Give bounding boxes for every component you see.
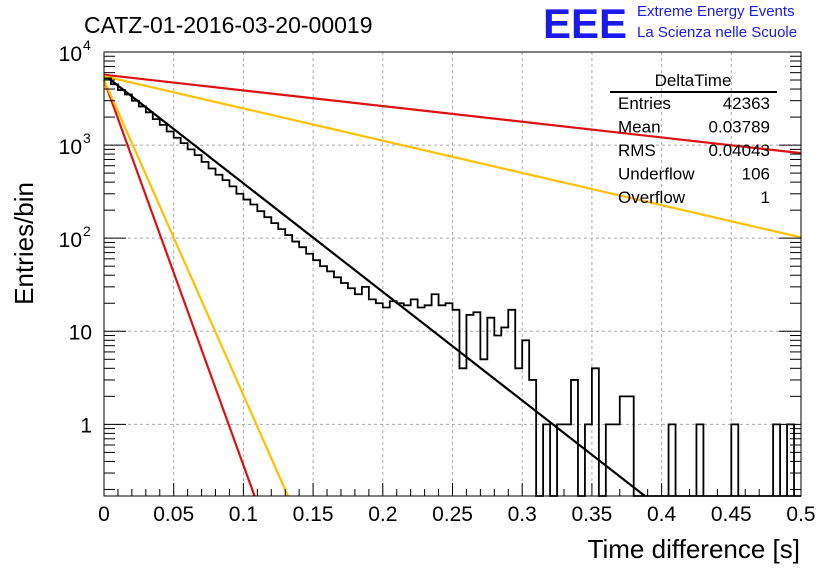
fit-line-5	[102, 79, 290, 497]
stats-box-title: DeltaTime	[655, 71, 732, 90]
y-tick-label: 10	[69, 321, 92, 344]
histogram-bin-spike	[772, 423, 781, 496]
stats-row-value: 42363	[723, 94, 770, 113]
x-tick-label: 0	[98, 503, 110, 526]
y-tick-label: 10	[59, 43, 82, 66]
x-tick-label: 0.35	[571, 503, 612, 526]
y-tick-label: 10	[59, 229, 82, 252]
x-tick-label: 0.15	[293, 503, 334, 526]
eee-logo: EEE Extreme Energy Events La Scienza nel…	[543, 0, 797, 47]
x-tick-label: 0.5	[786, 503, 815, 526]
x-tick-label: 0.2	[368, 503, 397, 526]
histogram-outline	[104, 77, 801, 497]
stats-row-value: 0.03789	[709, 118, 770, 137]
stats-row-label: Mean	[618, 118, 661, 137]
fit-line-2	[103, 73, 802, 155]
stats-row-label: Underflow	[618, 165, 695, 184]
stats-box-rows: Entries 42363 Mean 0.03789 RMS 0.04043 Underfl…	[618, 94, 770, 207]
chart-title: CATZ-01-2016-03-20-00019	[84, 12, 373, 38]
x-tick-label: 0.45	[711, 503, 752, 526]
x-tick-label: 0.4	[647, 503, 677, 526]
x-tick-label: 0.25	[432, 503, 473, 526]
fit-line-3	[103, 75, 802, 239]
y-tick-exponent: 4	[83, 37, 91, 53]
stats-row-value: 1	[761, 188, 770, 207]
histogram-bin-spike	[695, 423, 705, 496]
fit-line-4	[102, 79, 256, 497]
y-tick-exponent: 3	[83, 130, 91, 146]
y-axis-label: Entries/bin	[9, 182, 39, 305]
fit-lines	[102, 73, 802, 497]
y-tick-label: 1	[80, 414, 92, 437]
fit-line-1	[103, 73, 646, 497]
stats-row-value: 0.04043	[709, 141, 770, 160]
logo-line-1: Extreme Energy Events	[637, 3, 795, 20]
stats-box: DeltaTime Entries 42363 Mean 0.03789 RMS 0.04…	[610, 71, 777, 207]
x-tick-label: 0.05	[153, 503, 194, 526]
y-tick-exponent: 2	[83, 223, 91, 239]
histogram-bin-spike	[667, 423, 677, 496]
logo-line-2: La Scienza nelle Scuole	[637, 24, 797, 41]
stats-row-label: Overflow	[618, 188, 686, 207]
stats-row-label: Entries	[618, 94, 671, 113]
histogram-bin-spike	[730, 423, 740, 496]
x-tick-label: 0.1	[229, 503, 258, 526]
eee-logo-mark: EEE	[543, 0, 627, 47]
x-tick-label: 0.3	[508, 503, 537, 526]
axes: 0 0.05 0.1 0.15 0.2 0.25 0.3 0.35 0.4 0.45 0.5 1 10 1…	[59, 37, 816, 526]
stats-row-value: 106	[742, 165, 770, 184]
x-axis-label: Time difference [s]	[588, 534, 800, 564]
y-tick-label: 10	[59, 136, 82, 159]
stats-row-label: RMS	[618, 141, 656, 160]
